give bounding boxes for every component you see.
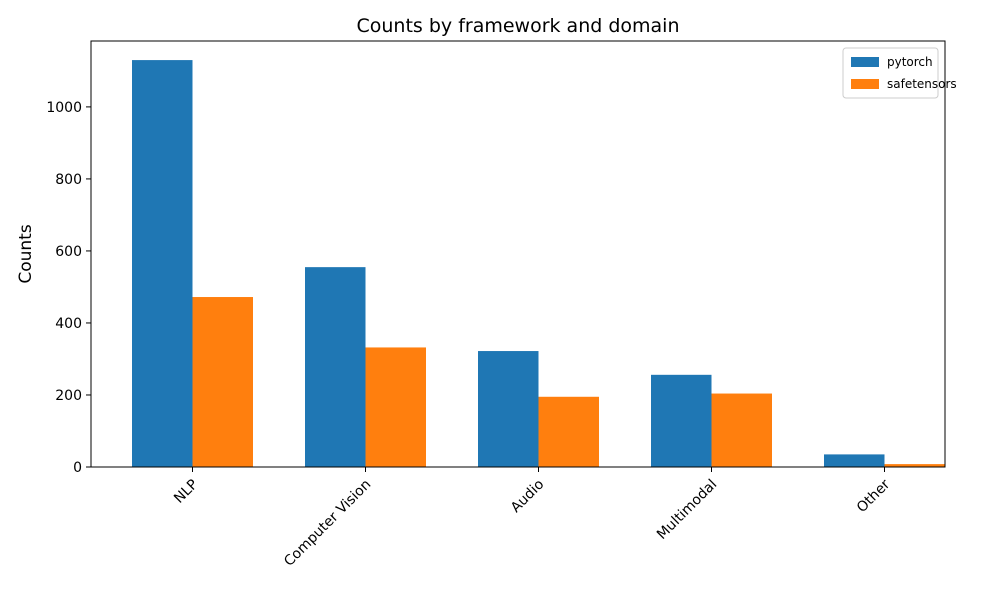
x-tick-label: Other: [854, 476, 894, 516]
bar-safetensors-other: [884, 464, 945, 467]
legend-label-safetensors: safetensors: [887, 77, 957, 91]
legend-swatch-safetensors: [851, 79, 879, 89]
legend: pytorch safetensors: [842, 47, 957, 99]
bar-safetensors-multimodal: [711, 393, 772, 467]
x-tick-label: Multimodal: [654, 477, 720, 543]
bar-safetensors-nlp: [192, 297, 253, 467]
y-axis-label: Counts: [16, 224, 36, 283]
bar-pytorch-other: [824, 454, 885, 467]
bars-group: [132, 60, 945, 467]
x-tick-label: Computer Vision: [281, 477, 374, 570]
bar-pytorch-multimodal: [651, 374, 712, 467]
bar-pytorch-audio: [478, 351, 539, 467]
x-tick-label: NLP: [171, 477, 201, 507]
bar-pytorch-computer-vision: [305, 267, 366, 467]
y-axis-ticks: 0 200 400 600 800 1000: [46, 100, 91, 476]
y-tick-label: 800: [55, 172, 82, 188]
x-axis-ticks: NLP Computer Vision Audio Multimodal Other: [171, 467, 893, 570]
bar-pytorch-nlp: [132, 60, 193, 467]
legend-swatch-pytorch: [851, 57, 879, 67]
y-tick-label: 200: [55, 388, 82, 404]
y-tick-label: 600: [55, 244, 82, 260]
bar-safetensors-computer-vision: [365, 347, 426, 467]
x-tick-label: Audio: [508, 477, 547, 516]
chart-title: Counts by framework and domain: [356, 15, 679, 37]
bar-safetensors-audio: [538, 396, 599, 467]
legend-label-pytorch: pytorch: [887, 55, 933, 69]
y-tick-label: 400: [55, 316, 82, 332]
y-tick-label: 1000: [46, 100, 82, 116]
y-tick-label: 0: [73, 460, 82, 476]
plot-frame: [90, 40, 946, 468]
